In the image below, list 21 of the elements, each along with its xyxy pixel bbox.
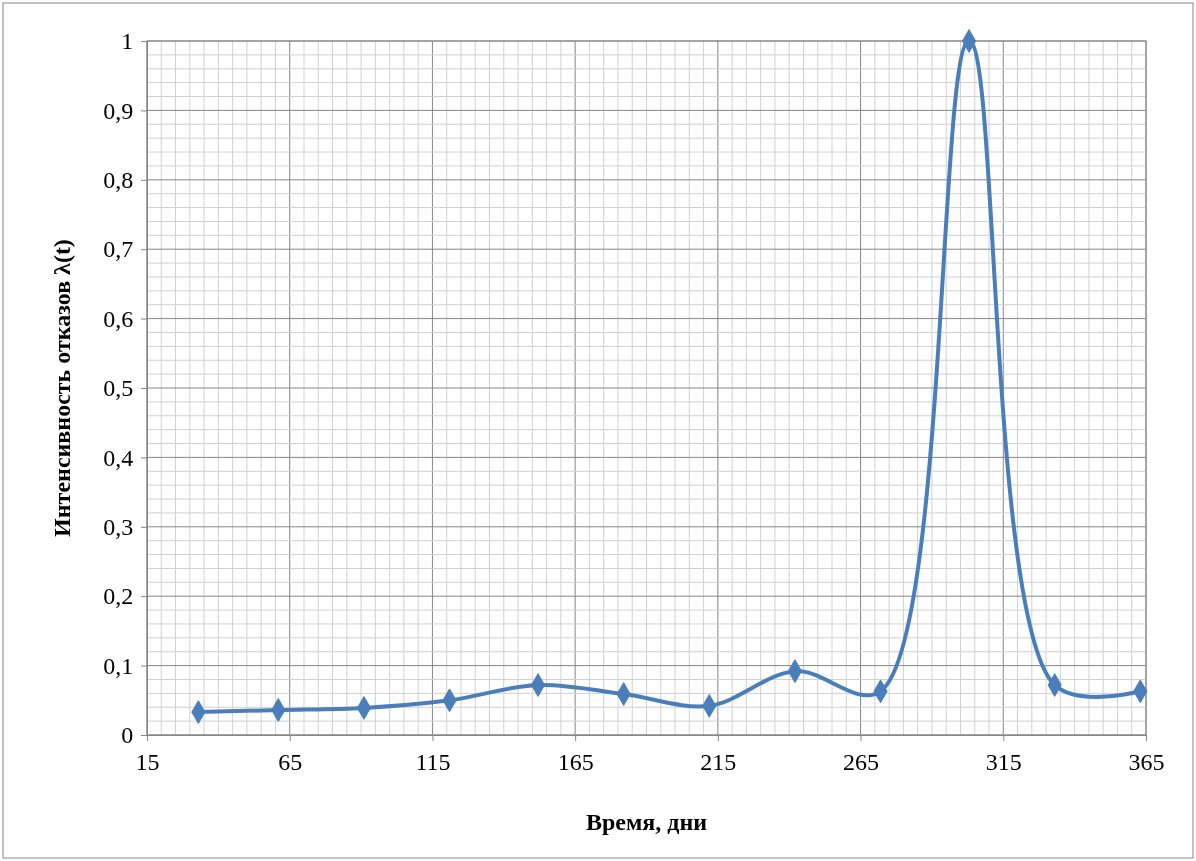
y-tick-label: 0,4	[103, 444, 134, 471]
y-tick-label: 0,7	[103, 236, 134, 263]
x-tick-label: 365	[1128, 749, 1165, 776]
y-tick-label: 0,6	[103, 305, 134, 332]
y-tick-label: 0,2	[103, 583, 134, 610]
y-tick-label: 0,9	[103, 97, 134, 124]
x-tick-label: 315	[985, 749, 1022, 776]
y-tick-label: 0,1	[103, 652, 134, 679]
y-tick-label: 0,5	[103, 375, 134, 402]
x-tick-label: 265	[843, 749, 880, 776]
x-tick-label: 165	[557, 749, 594, 776]
y-tick-label: 1	[121, 28, 134, 55]
y-tick-label: 0,8	[103, 166, 134, 193]
x-tick-label: 115	[415, 749, 451, 776]
y-axis-title: Интенсивность отказов λ(t)	[49, 239, 75, 537]
x-tick-label: 65	[278, 749, 303, 776]
y-tick-label: 0,3	[103, 513, 134, 540]
x-axis-title: Время, дни	[585, 809, 708, 835]
x-tick-label: 215	[700, 749, 737, 776]
x-tick-label: 15	[135, 749, 160, 776]
y-tick-label: 0	[121, 722, 134, 749]
